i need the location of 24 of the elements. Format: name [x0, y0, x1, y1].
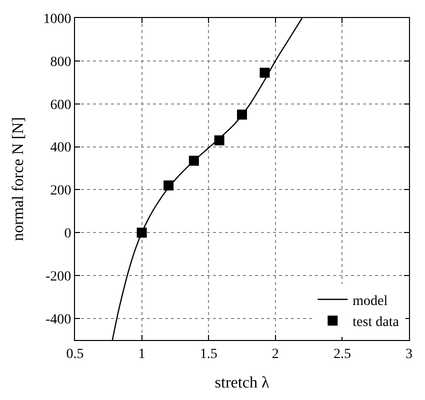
x-axis-title: stretch λ [214, 374, 270, 392]
x-tick-label: 2 [272, 346, 279, 362]
y-tick-label: 1000 [43, 12, 72, 27]
y-tick-label: 400 [50, 140, 72, 156]
point [214, 135, 224, 146]
point [237, 110, 247, 120]
legend-label: test data [352, 315, 400, 330]
x-tick-label: 1.5 [200, 346, 218, 362]
y-tick-label: 800 [50, 54, 72, 70]
y-tick-label: 600 [50, 98, 72, 113]
x-tick-label: 2.5 [333, 346, 351, 362]
y-tick-label: 0 [64, 226, 72, 242]
y-tick-label: -200 [46, 270, 72, 284]
y-axis-title: normal force N [N] [10, 117, 28, 241]
legend-label: model [352, 294, 388, 309]
x-tick-label: 0.5 [66, 346, 84, 362]
y-tick-label: 200 [50, 184, 72, 199]
x-tick-label: 3 [406, 346, 412, 362]
point [136, 228, 147, 238]
point [260, 68, 270, 78]
x-tick-label: 1 [138, 346, 146, 362]
y-tick-label: -400 [46, 312, 72, 328]
point [164, 180, 174, 190]
point [188, 156, 199, 166]
